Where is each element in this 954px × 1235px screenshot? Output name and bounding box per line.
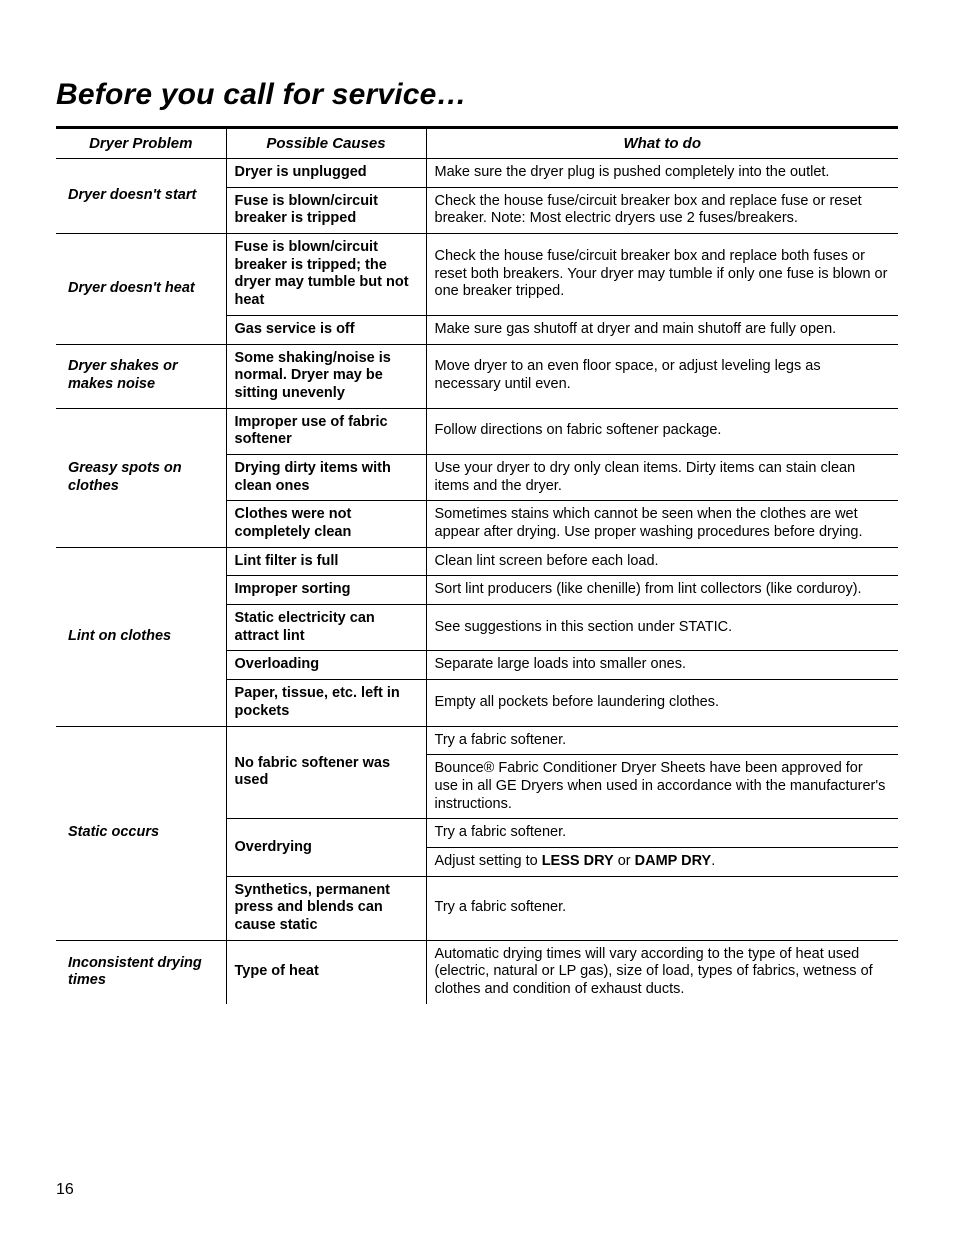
todo-cell: Try a fabric softener. — [426, 726, 898, 755]
page-title: Before you call for service… — [56, 78, 898, 112]
todo-cell: Check the house fuse/circuit breaker box… — [426, 187, 898, 233]
problem-cell: Inconsistent drying times — [56, 940, 226, 1004]
todo-text: . — [711, 853, 715, 869]
cause-cell: Fuse is blown/circuit breaker is tripped… — [226, 234, 426, 316]
table-row: Inconsistent drying times Type of heat A… — [56, 940, 898, 1004]
cause-cell: Fuse is blown/circuit breaker is tripped — [226, 187, 426, 233]
cause-cell: Paper, tissue, etc. left in pockets — [226, 680, 426, 726]
cause-cell: Type of heat — [226, 940, 426, 1004]
cause-cell: Dryer is unplugged — [226, 159, 426, 188]
cause-cell: Overdrying — [226, 819, 426, 876]
cause-cell: Overloading — [226, 651, 426, 680]
cause-cell: Clothes were not completely clean — [226, 501, 426, 547]
cause-cell: Lint filter is full — [226, 547, 426, 576]
todo-cell: Separate large loads into smaller ones. — [426, 651, 898, 680]
todo-cell: Move dryer to an even floor space, or ad… — [426, 344, 898, 408]
todo-cell: Sort lint producers (like chenille) from… — [426, 576, 898, 605]
cause-cell: Drying dirty items with clean ones — [226, 454, 426, 500]
cause-cell: Gas service is off — [226, 315, 426, 344]
todo-cell: Automatic drying times will vary accordi… — [426, 940, 898, 1004]
todo-cell: Follow directions on fabric softener pac… — [426, 408, 898, 454]
todo-cell: Try a fabric softener. — [426, 819, 898, 848]
col-header-cause: Possible Causes — [226, 129, 426, 159]
cause-cell: Improper use of fabric softener — [226, 408, 426, 454]
cause-cell: Static electricity can attract lint — [226, 605, 426, 651]
todo-cell: Make sure the dryer plug is pushed compl… — [426, 159, 898, 188]
cause-cell: Some shaking/noise is normal. Dryer may … — [226, 344, 426, 408]
table-row: Static occurs No fabric softener was use… — [56, 726, 898, 755]
todo-cell: Make sure gas shutoff at dryer and main … — [426, 315, 898, 344]
todo-cell: Sometimes stains which cannot be seen wh… — [426, 501, 898, 547]
problem-cell: Dryer shakes or makes noise — [56, 344, 226, 408]
table-header-row: Dryer Problem Possible Causes What to do — [56, 129, 898, 159]
troubleshooting-table: Dryer Problem Possible Causes What to do… — [56, 129, 898, 1004]
problem-cell: Dryer doesn't start — [56, 159, 226, 234]
table-row: Dryer doesn't start Dryer is unplugged M… — [56, 159, 898, 188]
todo-cell: Check the house fuse/circuit breaker box… — [426, 234, 898, 316]
bold-text: DAMP DRY — [635, 853, 712, 869]
col-header-todo: What to do — [426, 129, 898, 159]
todo-text: or — [614, 853, 635, 869]
todo-text: Adjust setting to — [435, 853, 542, 869]
todo-cell: Clean lint screen before each load. — [426, 547, 898, 576]
cause-cell: Synthetics, permanent press and blends c… — [226, 876, 426, 940]
problem-cell: Static occurs — [56, 726, 226, 940]
todo-cell: Adjust setting to LESS DRY or DAMP DRY. — [426, 847, 898, 876]
todo-cell: See suggestions in this section under ST… — [426, 605, 898, 651]
col-header-problem: Dryer Problem — [56, 129, 226, 159]
table-row: Dryer doesn't heat Fuse is blown/circuit… — [56, 234, 898, 316]
todo-cell: Use your dryer to dry only clean items. … — [426, 454, 898, 500]
problem-cell: Dryer doesn't heat — [56, 234, 226, 344]
problem-cell: Lint on clothes — [56, 547, 226, 726]
bold-text: LESS DRY — [542, 853, 614, 869]
todo-cell: Bounce® Fabric Conditioner Dryer Sheets … — [426, 755, 898, 819]
cause-cell: Improper sorting — [226, 576, 426, 605]
todo-cell: Try a fabric softener. — [426, 876, 898, 940]
table-row: Dryer shakes or makes noise Some shaking… — [56, 344, 898, 408]
table-row: Lint on clothes Lint filter is full Clea… — [56, 547, 898, 576]
todo-cell: Empty all pockets before laundering clot… — [426, 680, 898, 726]
problem-cell: Greasy spots on clothes — [56, 408, 226, 547]
page-number: 16 — [56, 1181, 74, 1199]
cause-cell: No fabric softener was used — [226, 726, 426, 819]
table-row: Greasy spots on clothes Improper use of … — [56, 408, 898, 454]
